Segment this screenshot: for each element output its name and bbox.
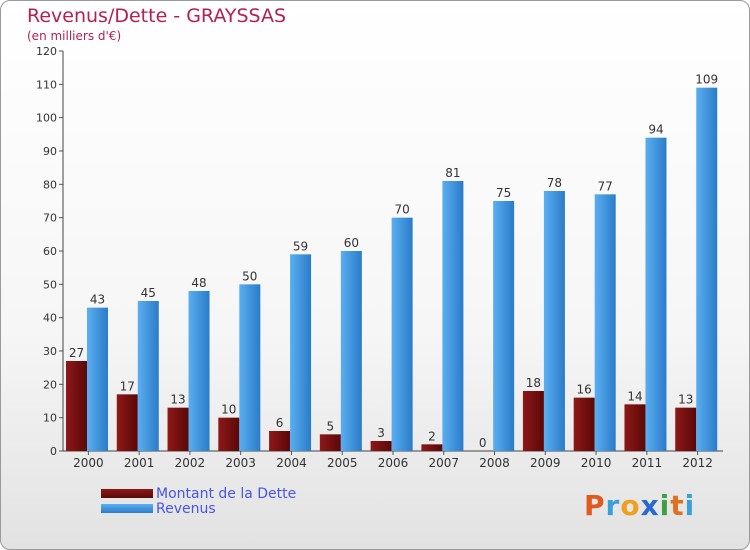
x-tick-label: 2001 — [124, 456, 155, 470]
bar-dette — [624, 404, 646, 451]
bar-revenus — [645, 137, 667, 451]
chart-subtitle: (en milliers d'€) — [27, 29, 122, 43]
bar-dette — [675, 407, 697, 451]
data-label-revenus: 43 — [90, 293, 105, 307]
y-tick-label: 100 — [36, 112, 57, 125]
bar-dette — [370, 441, 392, 451]
y-tick-label: 80 — [43, 178, 57, 191]
bar-dette — [167, 407, 189, 451]
y-tick-label: 110 — [36, 78, 57, 91]
x-tick-label: 2008 — [479, 456, 510, 470]
x-tick-label: 2009 — [530, 456, 561, 470]
data-label-revenus: 60 — [344, 236, 359, 250]
x-tick-label: 2005 — [327, 456, 358, 470]
bar-dette — [218, 417, 240, 451]
data-label-dette: 2 — [428, 429, 436, 443]
logo-letter: r — [605, 489, 621, 522]
data-label-dette: 17 — [120, 379, 135, 393]
x-tick-label: 2003 — [225, 456, 256, 470]
bar-revenus — [290, 254, 312, 451]
data-label-revenus: 81 — [445, 166, 460, 180]
data-label-revenus: 50 — [242, 269, 257, 283]
legend-swatch-dette — [101, 489, 153, 498]
bar-dette — [66, 361, 87, 451]
data-label-revenus: 59 — [293, 239, 308, 253]
legend-label-dette: Montant de la Dette — [156, 486, 297, 502]
bar-dette — [319, 434, 341, 451]
x-tick-label: 2004 — [276, 456, 307, 470]
data-label-dette: 27 — [69, 346, 84, 360]
x-tick-label: 2000 — [73, 456, 104, 470]
data-label-revenus: 45 — [141, 286, 156, 300]
x-tick-label: 2002 — [175, 456, 206, 470]
data-label-dette: 13 — [678, 393, 693, 407]
y-tick-label: 0 — [50, 445, 57, 458]
data-label-revenus: 77 — [598, 179, 613, 193]
data-label-dette: 5 — [327, 419, 335, 433]
x-tick-label: 2010 — [581, 456, 612, 470]
y-tick-label: 40 — [43, 312, 57, 325]
data-label-dette: 14 — [627, 389, 642, 403]
y-tick-label: 10 — [43, 412, 57, 425]
data-label-dette: 0 — [479, 436, 487, 450]
bar-dette — [421, 444, 443, 451]
bar-revenus — [391, 217, 413, 451]
logo-letter: t — [670, 489, 685, 522]
bar-revenus — [594, 194, 616, 452]
logo-letter: x — [640, 489, 660, 522]
bar-revenus — [137, 301, 159, 451]
chart-title: Revenus/Dette - GRAYSSAS — [27, 5, 287, 27]
x-tick-label: 2012 — [682, 456, 713, 470]
data-label-revenus: 94 — [648, 123, 663, 137]
logo-letter: i — [684, 489, 696, 522]
data-label-dette: 16 — [577, 383, 592, 397]
data-label-dette: 3 — [377, 426, 385, 440]
bar-dette — [522, 391, 544, 451]
bar-revenus — [239, 284, 261, 451]
logo-letter: i — [659, 489, 671, 522]
y-tick-label: 90 — [43, 145, 57, 158]
data-label-dette: 13 — [170, 393, 185, 407]
x-tick-label: 2007 — [428, 456, 459, 470]
data-label-revenus: 70 — [394, 203, 409, 217]
data-label-revenus: 75 — [496, 186, 511, 200]
y-tick-label: 20 — [43, 378, 57, 391]
data-label-dette: 10 — [221, 403, 236, 417]
y-tick-label: 70 — [43, 212, 57, 225]
bar-revenus — [87, 307, 108, 451]
bar-revenus — [493, 201, 515, 451]
data-label-revenus: 78 — [547, 176, 562, 190]
bar-revenus — [340, 251, 362, 451]
bar-revenus — [543, 191, 565, 451]
bar-revenus — [696, 87, 718, 452]
logo-letter: o — [620, 489, 641, 522]
data-label-revenus: 109 — [695, 73, 718, 87]
bar-revenus — [442, 181, 464, 451]
logo-letter: P — [584, 489, 606, 522]
legend-swatch-revenus — [101, 504, 153, 513]
x-tick-label: 2011 — [632, 456, 663, 470]
data-label-dette: 18 — [526, 376, 541, 390]
data-label-revenus: 48 — [191, 276, 206, 290]
bar-dette — [269, 431, 291, 451]
y-tick-label: 60 — [43, 245, 57, 258]
y-tick-label: 30 — [43, 345, 57, 358]
data-label-dette: 6 — [276, 416, 284, 430]
x-tick-label: 2006 — [378, 456, 409, 470]
proxiti-logo: Proxiti — [584, 489, 695, 522]
bar-revenus — [188, 291, 210, 451]
y-tick-label: 120 — [36, 45, 57, 58]
legend-label-revenus: Revenus — [156, 501, 216, 517]
bar-dette — [116, 394, 138, 451]
bar-dette — [573, 397, 595, 451]
y-tick-label: 50 — [43, 278, 57, 291]
